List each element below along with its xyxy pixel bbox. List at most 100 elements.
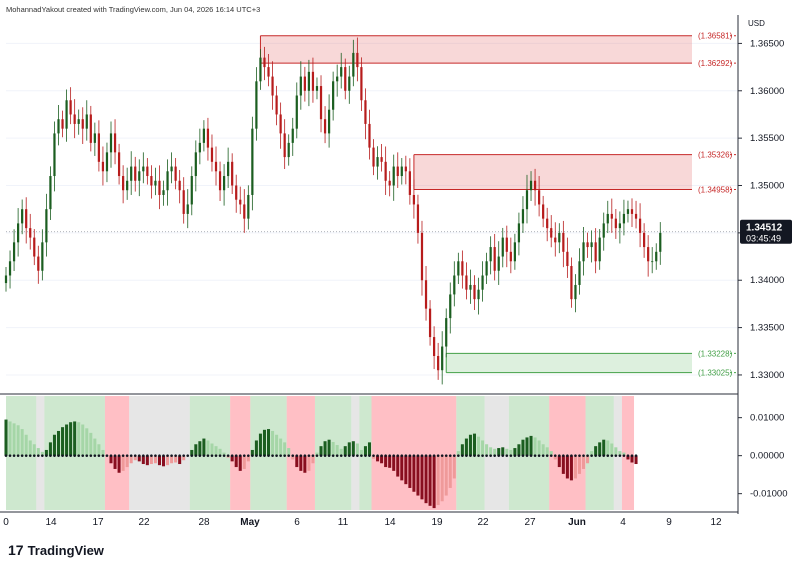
histogram-bar: [299, 455, 303, 471]
histogram-bar: [525, 437, 529, 456]
candle-down: [134, 166, 137, 181]
zero-cross-dot: [558, 454, 561, 457]
zero-cross-dot: [497, 454, 501, 457]
zero-cross-dot: [125, 454, 129, 457]
histogram-bar: [254, 440, 258, 456]
histogram-bar: [392, 455, 396, 471]
zero-cross-dot: [255, 454, 258, 457]
zero-cross-dot: [517, 454, 521, 457]
time-tick-label: 22: [477, 517, 489, 528]
candle-up: [376, 157, 379, 167]
candle-down: [210, 147, 214, 162]
candle-down: [372, 147, 375, 167]
zero-cross-dot: [53, 454, 56, 457]
regime-neutral: [351, 396, 360, 510]
histogram-bar: [153, 455, 157, 464]
zero-cross-dot: [622, 454, 626, 457]
candle-up: [392, 166, 395, 186]
zero-cross-dot: [20, 454, 24, 457]
zero-cross-dot: [626, 454, 630, 457]
zone-supply: [260, 35, 692, 64]
zone-top-label: (1.36581): [698, 32, 733, 41]
histogram-bar: [355, 443, 359, 456]
candle-up: [17, 223, 20, 243]
time-tick-label: 0: [3, 517, 9, 528]
histogram-bar: [174, 455, 178, 463]
histogram-bar: [202, 438, 206, 456]
zero-cross-dot: [299, 454, 303, 457]
histogram-bar: [161, 455, 166, 467]
zero-cross-dot: [602, 454, 606, 457]
histogram-bar: [428, 455, 432, 506]
time-tick-label: 11: [338, 517, 349, 528]
histogram-bar: [97, 444, 101, 456]
zero-cross-dot: [315, 454, 319, 457]
zero-cross-dot: [202, 454, 206, 457]
candle-up: [441, 346, 444, 371]
histogram-bar: [376, 455, 380, 462]
regime-neutral: [484, 396, 509, 510]
zero-cross-dot: [545, 454, 549, 457]
histogram-bar: [614, 447, 618, 456]
price-tick-label: 1.36000: [750, 86, 784, 97]
candle-down: [174, 166, 177, 181]
histogram-bar: [598, 442, 602, 456]
histogram-bar: [472, 433, 477, 456]
zero-cross-dot: [113, 454, 117, 457]
histogram-bar: [271, 430, 275, 456]
candle-up: [497, 256, 500, 271]
candle-up: [578, 261, 581, 285]
zero-cross-dot: [525, 454, 529, 457]
zero-cross-dot: [432, 454, 436, 457]
histogram-bar: [262, 429, 266, 456]
candle-up: [622, 213, 626, 224]
zero-cross-dot: [97, 454, 101, 457]
osc-tick-label: 0.01000: [750, 413, 784, 424]
histogram-bar: [85, 428, 89, 456]
time-tick-label: 17: [92, 517, 104, 528]
time-tick-label: 6: [294, 517, 300, 528]
histogram-bar: [218, 448, 222, 456]
histogram-bar: [452, 455, 456, 479]
regime-neutral: [36, 396, 45, 510]
zero-cross-dot: [117, 454, 121, 457]
zero-cross-dot: [327, 454, 331, 457]
histogram-bar: [372, 455, 376, 459]
price-pane[interactable]: (1.36581) (1.36292) (1.35326) (1.34958) (1.3…: [4, 32, 738, 385]
zero-cross-dot: [158, 454, 161, 457]
zero-cross-dot: [16, 454, 20, 457]
zero-cross-dot: [109, 454, 113, 457]
zero-cross-dot: [291, 454, 295, 457]
zero-cross-dot: [323, 454, 327, 457]
candle-down: [267, 67, 270, 77]
candle-up: [327, 109, 331, 134]
zero-cross-dot: [521, 454, 525, 457]
zero-cross-dot: [69, 454, 72, 457]
oscillator-pane[interactable]: [4, 396, 638, 510]
zero-cross-dot: [101, 454, 105, 457]
zero-cross-dot: [440, 454, 444, 457]
last-price-badge-bg: [740, 219, 792, 244]
zero-cross-dot: [142, 454, 145, 457]
price-tick-label: 1.34000: [750, 275, 784, 286]
candle-down: [364, 100, 367, 124]
candle-up: [85, 114, 88, 129]
zero-cross-dot: [412, 454, 416, 457]
candle-down: [61, 119, 64, 129]
histogram-bar: [69, 422, 73, 456]
zero-cross-dot: [610, 454, 614, 457]
histogram-bar: [303, 455, 307, 473]
histogram-bar: [214, 446, 218, 456]
candle-up: [590, 242, 593, 248]
zero-cross-dot: [553, 454, 557, 457]
histogram-bar: [149, 455, 153, 465]
candle-down: [182, 190, 185, 214]
price-tick-label: 1.33000: [750, 370, 784, 381]
zero-cross-dot: [578, 454, 581, 457]
candle-down: [432, 337, 436, 357]
histogram-bar: [275, 434, 279, 456]
zero-cross-dot: [465, 454, 468, 457]
candle-down: [146, 166, 149, 177]
candle-down: [113, 133, 117, 153]
